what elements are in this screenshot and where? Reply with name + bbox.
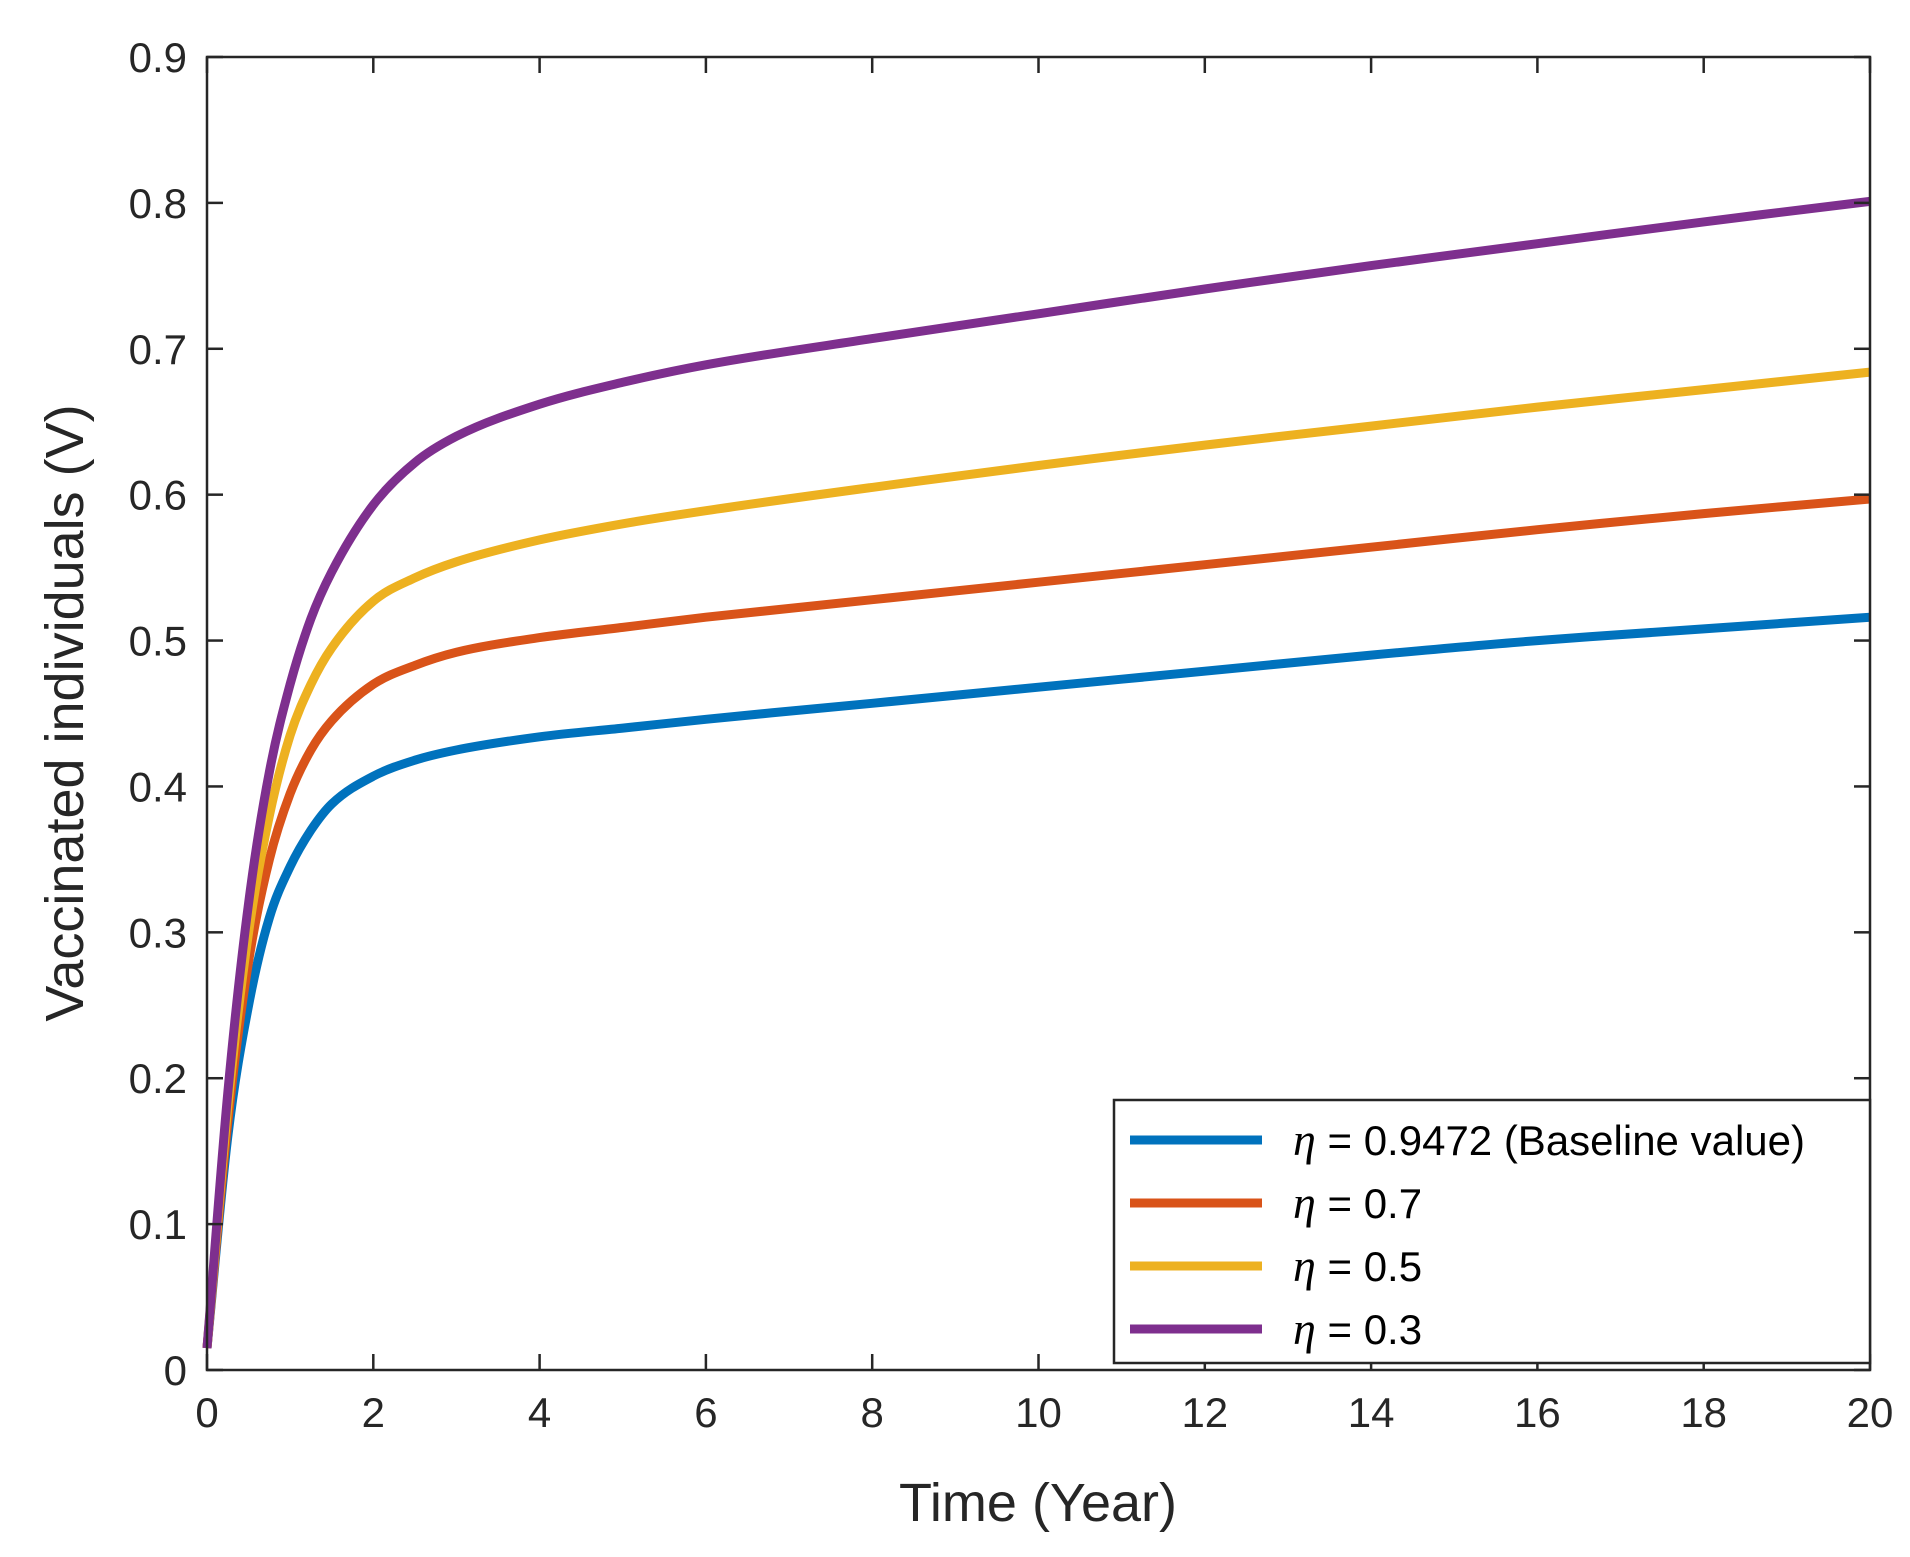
y-tick-label: 0.5 xyxy=(129,618,187,665)
x-tick-label: 0 xyxy=(195,1389,218,1436)
x-tick-label: 6 xyxy=(694,1389,717,1436)
x-tick-label: 14 xyxy=(1348,1389,1395,1436)
legend-value-text: = 0.7 xyxy=(1316,1180,1422,1227)
legend-label-3: η = 0.5 xyxy=(1293,1240,1422,1291)
y-tick-label: 0.9 xyxy=(129,34,187,81)
y-tick-label: 0.4 xyxy=(129,763,187,810)
legend-label-2: η = 0.7 xyxy=(1293,1177,1422,1228)
y-tick-label: 0.1 xyxy=(129,1201,187,1248)
x-tick-label: 4 xyxy=(528,1389,551,1436)
legend-label-4: η = 0.3 xyxy=(1293,1303,1422,1354)
y-tick-label: 0.3 xyxy=(129,909,187,956)
series-layer xyxy=(202,196,1871,1349)
y-tick-label: 0 xyxy=(164,1347,187,1394)
x-tick-label: 10 xyxy=(1015,1389,1062,1436)
x-tick-label: 18 xyxy=(1680,1389,1727,1436)
legend-value-text: = 0.5 xyxy=(1316,1243,1422,1290)
legend-eta-symbol: η xyxy=(1293,1240,1316,1291)
legend-value-text: = 0.9472 (Baseline value) xyxy=(1316,1117,1805,1164)
ticks-layer: 0 2 4 6 8 10 12 14 16 18 20 0 0.1 0.2 0.3 0.4 0.5 0.6 0.7 0… xyxy=(129,34,1894,1436)
axes-box xyxy=(205,55,1872,1372)
x-tick-label: 2 xyxy=(362,1389,385,1436)
series-line-4 xyxy=(202,196,1871,1349)
x-tick-label: 12 xyxy=(1181,1389,1228,1436)
x-tick-label: 8 xyxy=(861,1389,884,1436)
y-axis-label: Vaccinated individuals (V) xyxy=(35,404,95,1021)
x-tick-label: 16 xyxy=(1514,1389,1561,1436)
x-tick-label: 20 xyxy=(1847,1389,1894,1436)
series-line-1 xyxy=(202,612,1871,1349)
y-tick-label: 0.2 xyxy=(129,1055,187,1102)
legend-eta-symbol: η xyxy=(1293,1114,1316,1165)
series-line-3 xyxy=(202,367,1871,1349)
legend-eta-symbol: η xyxy=(1293,1177,1316,1228)
y-tick-label: 0.8 xyxy=(129,180,187,227)
y-tick-label: 0.6 xyxy=(129,472,187,519)
legend: η = 0.9472 (Baseline value)η = 0.7η = 0.… xyxy=(1112,1098,1872,1365)
y-tick-label: 0.7 xyxy=(129,326,187,373)
series-line-2 xyxy=(202,494,1871,1349)
legend-label-1: η = 0.9472 (Baseline value) xyxy=(1293,1114,1805,1165)
x-axis-label: Time (Year) xyxy=(899,1473,1177,1533)
legend-eta-symbol: η xyxy=(1293,1303,1316,1354)
legend-value-text: = 0.3 xyxy=(1316,1306,1422,1353)
